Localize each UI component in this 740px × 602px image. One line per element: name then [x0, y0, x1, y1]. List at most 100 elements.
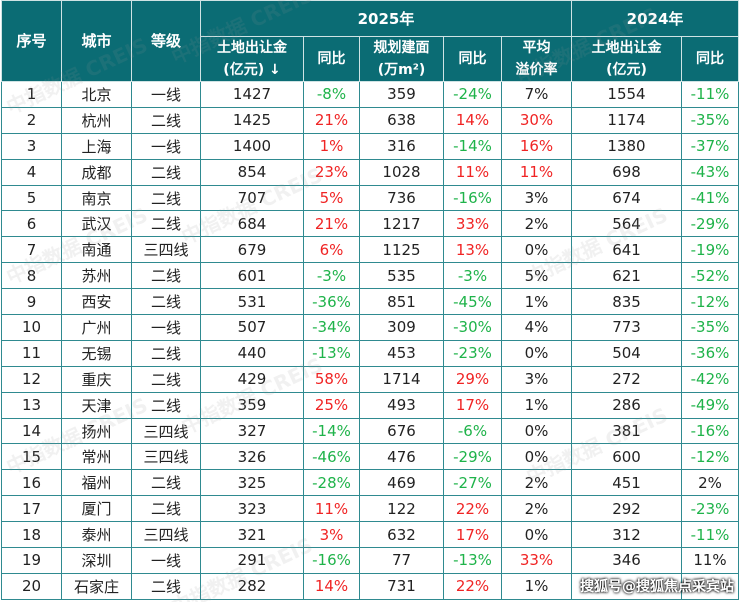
unit: (亿元) ↓	[223, 62, 281, 78]
cell-city: 重庆	[61, 365, 132, 393]
cell-ayoy: 13%	[443, 236, 502, 264]
table-row: 16 福州 二线 325 -28% 469 -27% 2% 451 2%	[1, 469, 740, 497]
cell-rev: 321	[200, 521, 304, 549]
cell-n: 10	[1, 314, 62, 341]
cell-tier: 二线	[131, 210, 201, 238]
cell-ayoy: -30%	[443, 314, 502, 341]
cell-tier: 二线	[131, 339, 201, 367]
cell-tier: 二线	[131, 365, 201, 393]
header-seq: 序号	[1, 0, 62, 82]
cell-prem: 4%	[500, 314, 573, 341]
cell-city: 武汉	[61, 210, 132, 238]
cell-tier: 一线	[131, 81, 201, 108]
cell-area: 493	[359, 391, 444, 419]
cell-rev: 326	[200, 443, 304, 471]
table-row: 11 无锡 二线 440 -13% 453 -23% 0% 504 -36%	[1, 339, 740, 367]
cell-y24: -12%	[681, 288, 740, 316]
cell-area: 731	[359, 572, 444, 600]
cell-rev: 440	[200, 339, 304, 367]
cell-ryoy: -34%	[303, 314, 360, 341]
table-row: 9 西安 二线 531 -36% 851 -45% 1% 835 -12%	[1, 288, 740, 316]
cell-area: 77	[359, 547, 444, 574]
cell-ayoy: -27%	[443, 469, 502, 497]
cell-rev: 327	[200, 417, 304, 445]
cell-tier: 二线	[131, 106, 201, 134]
cell-city: 南通	[61, 236, 132, 264]
label: 规划建面	[373, 40, 430, 56]
cell-city: 厦门	[61, 495, 132, 523]
cell-rev24: 641	[571, 236, 683, 264]
cell-ayoy: -24%	[443, 81, 502, 108]
cell-prem: 33%	[500, 547, 573, 574]
header-area-yoy: 同比	[443, 36, 502, 82]
cell-rev24: 674	[571, 184, 683, 212]
cell-prem: 0%	[500, 443, 573, 471]
cell-ryoy: -3%	[303, 262, 360, 290]
cell-prem: 1%	[500, 572, 573, 600]
table-row: 14 扬州 三四线 327 -14% 676 -6% 0% 381 -16%	[1, 417, 740, 445]
label: 土地出让金	[591, 40, 662, 56]
table-row: 8 苏州 二线 601 -3% 535 -3% 5% 621 -52%	[1, 262, 740, 290]
cell-n: 8	[1, 262, 62, 290]
cell-prem: 3%	[500, 365, 573, 393]
cell-rev24: 773	[571, 314, 683, 341]
cell-rev24: 381	[571, 417, 683, 445]
cell-area: 316	[359, 132, 444, 160]
cell-ryoy: -8%	[303, 81, 360, 108]
cell-rev24: 1174	[571, 106, 683, 134]
cell-n: 20	[1, 572, 62, 600]
cell-prem: 5%	[500, 262, 573, 290]
cell-tier: 一线	[131, 314, 201, 341]
cell-ayoy: -23%	[443, 339, 502, 367]
cell-area: 359	[359, 81, 444, 108]
cell-y24: -43%	[681, 158, 740, 186]
cell-rev24: 621	[571, 262, 683, 290]
cell-rev24: 564	[571, 210, 683, 238]
cell-tier: 二线	[131, 262, 201, 290]
cell-rev: 707	[200, 184, 304, 212]
cell-city: 杭州	[61, 106, 132, 134]
cell-rev24: 1380	[571, 132, 683, 160]
cell-tier: 一线	[131, 547, 201, 574]
cell-tier: 三四线	[131, 417, 201, 445]
cell-city: 无锡	[61, 339, 132, 367]
cell-tier: 二线	[131, 391, 201, 419]
cell-ayoy: 33%	[443, 210, 502, 238]
cell-city: 南京	[61, 184, 132, 212]
cell-rev: 684	[200, 210, 304, 238]
cell-tier: 三四线	[131, 443, 201, 471]
cell-rev24: 346	[571, 547, 683, 574]
cell-ryoy: 6%	[303, 236, 360, 264]
cell-area: 676	[359, 417, 444, 445]
table-row: 18 泰州 三四线 321 3% 632 17% 0% 312 -11%	[1, 521, 740, 549]
cell-ayoy: -29%	[443, 443, 502, 471]
cell-rev: 282	[200, 572, 304, 600]
cell-rev24: 451	[571, 469, 683, 497]
table-row: 7 南通 三四线 679 6% 1125 13% 0% 641 -19%	[1, 236, 740, 264]
header-avg-premium: 平均 溢价率	[500, 36, 573, 82]
cell-y24: -36%	[681, 339, 740, 367]
cell-area: 632	[359, 521, 444, 549]
header-land-revenue-2025[interactable]: 土地出让金 (亿元) ↓	[200, 36, 304, 82]
cell-ayoy: 29%	[443, 365, 502, 393]
cell-tier: 二线	[131, 158, 201, 186]
cell-rev24: 292	[571, 495, 683, 523]
cell-area: 851	[359, 288, 444, 316]
cell-rev: 601	[200, 262, 304, 290]
cell-y24: -12%	[681, 443, 740, 471]
cell-ryoy: -14%	[303, 417, 360, 445]
header-plan-area: 规划建面 (万m²)	[359, 36, 444, 82]
cell-rev: 1425	[200, 106, 304, 134]
cell-area: 309	[359, 314, 444, 341]
cell-area: 1714	[359, 365, 444, 393]
cell-rev24: 272	[571, 365, 683, 393]
header-revenue-yoy: 同比	[303, 36, 360, 82]
cell-tier: 二线	[131, 184, 201, 212]
unit: (亿元)	[606, 62, 647, 78]
cell-n: 18	[1, 521, 62, 549]
cell-city: 北京	[61, 81, 132, 108]
cell-prem: 2%	[500, 469, 573, 497]
cell-ayoy: -3%	[443, 262, 502, 290]
cell-area: 638	[359, 106, 444, 134]
